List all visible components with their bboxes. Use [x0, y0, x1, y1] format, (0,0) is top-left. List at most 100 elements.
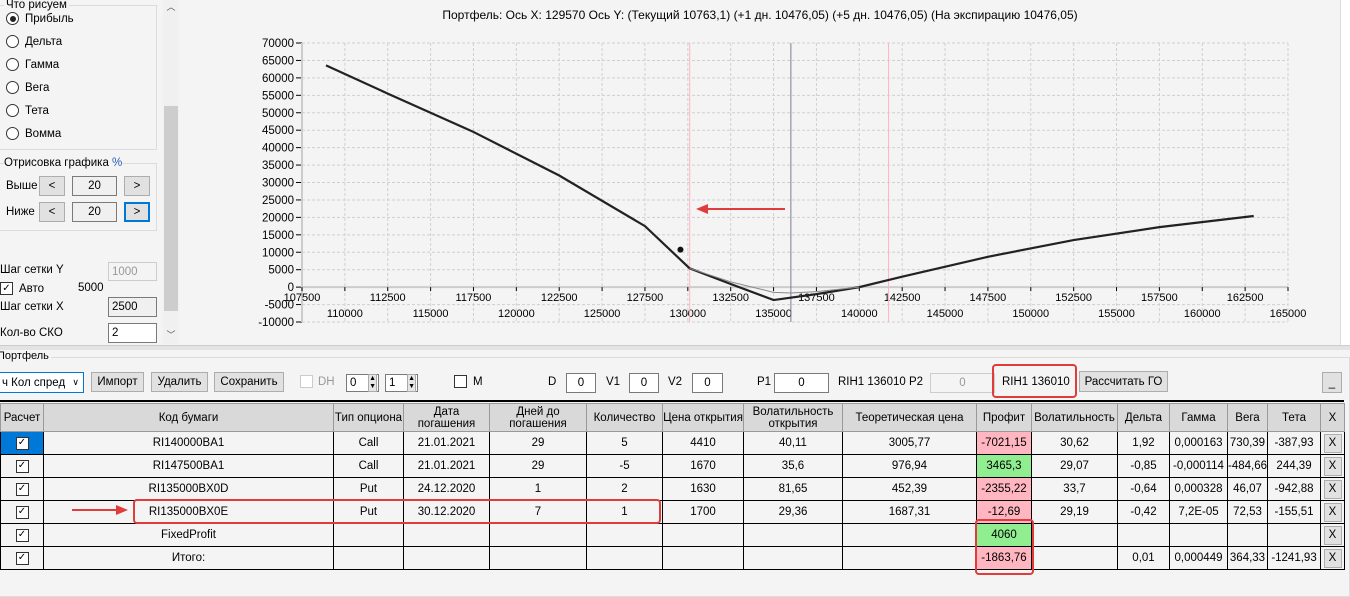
- calc-checkbox-cell[interactable]: ✓: [0, 431, 44, 455]
- delete-button[interactable]: Удалить: [151, 372, 208, 392]
- radio-3[interactable]: Вега: [6, 81, 49, 94]
- column-header[interactable]: Расчет: [0, 403, 44, 432]
- radio-2[interactable]: Гамма: [6, 58, 59, 71]
- column-header[interactable]: Вега: [1226, 403, 1269, 432]
- table-row[interactable]: ✓ RI140000BA1 Call 21.01.2021 29 5 4410 40,11 30…: [0, 431, 1346, 455]
- calc-checkbox-cell[interactable]: ✓: [0, 477, 44, 501]
- d-input[interactable]: 0: [566, 373, 596, 393]
- below-increase-button[interactable]: >: [124, 202, 150, 222]
- cell-theta: -155,51: [1267, 500, 1322, 524]
- checkbox-icon[interactable]: ✓: [15, 436, 29, 450]
- cell-open: [662, 523, 744, 547]
- radio-4[interactable]: Тета: [6, 104, 49, 117]
- import-button[interactable]: Импорт: [91, 372, 144, 392]
- checkbox-icon[interactable]: ✓: [15, 482, 29, 496]
- p1-input[interactable]: 0: [774, 373, 829, 393]
- column-header[interactable]: Дельта: [1117, 403, 1170, 432]
- remove-row-button[interactable]: X: [1323, 525, 1342, 545]
- below-decrease-button[interactable]: <: [39, 202, 65, 222]
- column-header[interactable]: Тип опциона: [333, 403, 404, 432]
- cell-delta: -0,42: [1117, 500, 1170, 524]
- calc-checkbox-cell[interactable]: ✓: [0, 500, 44, 524]
- p2-input[interactable]: 0: [930, 373, 995, 393]
- auto-checkbox[interactable]: ✓ Авто: [0, 282, 44, 295]
- column-header[interactable]: Тета: [1267, 403, 1322, 432]
- dh-checkbox[interactable]: DH: [300, 375, 335, 388]
- below-value[interactable]: 20: [72, 202, 117, 222]
- percent-label: %: [112, 157, 123, 169]
- column-header[interactable]: X: [1320, 403, 1346, 432]
- positions-table: Расчет Код бумаги Тип опциона Дата погашени…: [0, 403, 1346, 570]
- sko-input[interactable]: 2: [108, 323, 157, 343]
- grid-y-input[interactable]: 1000: [108, 262, 157, 281]
- cell-gamma: 7,2E-05: [1169, 500, 1228, 524]
- table-row[interactable]: ✓ RI135000BX0E Put 30.12.2020 7 1 1700 29,36 168…: [0, 500, 1346, 524]
- x-tick-label: 115000: [413, 308, 449, 320]
- table-row[interactable]: ✓ FixedProfit 4060 X: [0, 523, 1346, 547]
- grid-x-input[interactable]: 2500: [108, 297, 157, 317]
- remove-row-button[interactable]: X: [1323, 456, 1342, 476]
- scroll-down-icon[interactable]: ﹀: [166, 330, 176, 340]
- checkbox-icon[interactable]: ✓: [15, 505, 29, 519]
- strategy-select[interactable]: ч Кол спред ∨: [0, 372, 84, 393]
- checkbox-icon[interactable]: ✓: [15, 551, 29, 565]
- remove-cell: X: [1320, 454, 1346, 478]
- above-value[interactable]: 20: [72, 176, 117, 196]
- calc-checkbox-cell[interactable]: ✓: [0, 523, 44, 547]
- above-decrease-button[interactable]: <: [39, 176, 65, 196]
- cell-open: [662, 546, 744, 570]
- p1-label: P1: [757, 376, 772, 388]
- spin-arrows-icon[interactable]: ▲ ▼: [368, 374, 377, 392]
- d-label: D: [548, 376, 557, 388]
- chart-edge: [1340, 0, 1350, 345]
- profit-chart[interactable]: -10000-500005000100001500020000250003000…: [0, 0, 1350, 345]
- remove-row-button[interactable]: X: [1323, 433, 1342, 453]
- column-header[interactable]: Дней до погашения: [489, 403, 587, 432]
- column-header[interactable]: Гамма: [1169, 403, 1228, 432]
- checkbox-icon[interactable]: ✓: [15, 459, 29, 473]
- left-scrollbar[interactable]: ︿ ﹀: [163, 0, 179, 344]
- minimize-button[interactable]: _: [1322, 372, 1342, 393]
- column-header[interactable]: Код бумаги: [43, 403, 334, 432]
- column-header[interactable]: Количество: [586, 403, 663, 432]
- radio-0[interactable]: Прибыль: [6, 12, 74, 25]
- y-tick-label: 25000: [262, 195, 294, 207]
- highlight-p2-info: [992, 364, 1077, 398]
- calc-checkbox-cell[interactable]: ✓: [0, 546, 44, 570]
- radio-1[interactable]: Дельта: [6, 35, 62, 48]
- x-tick-label: 160000: [1184, 308, 1221, 320]
- radio-icon: [6, 58, 19, 71]
- m-checkbox[interactable]: M: [454, 375, 483, 388]
- splitter[interactable]: [0, 345, 1350, 350]
- column-header[interactable]: Профит: [976, 403, 1032, 432]
- remove-row-button[interactable]: X: [1323, 502, 1342, 522]
- cell-vol_open: 81,65: [743, 477, 843, 501]
- calc-go-button[interactable]: Рассчитать ГО: [1079, 371, 1168, 392]
- table-row[interactable]: ✓ Итого: -1863,76 0,01 0,000449 364,33 -1241,9…: [0, 546, 1346, 570]
- save-button[interactable]: Сохранить: [214, 372, 284, 392]
- y-tick-label: 45000: [262, 125, 294, 137]
- scroll-up-icon[interactable]: ︿: [166, 2, 176, 12]
- v2-input[interactable]: 0: [692, 373, 723, 393]
- column-header[interactable]: Дата погашения: [403, 403, 490, 432]
- spin1[interactable]: 0 ▲ ▼: [346, 374, 379, 392]
- checkbox-icon[interactable]: ✓: [15, 528, 29, 542]
- radio-5[interactable]: Вомма: [6, 127, 61, 140]
- table-row[interactable]: ✓ RI147500BA1 Call 21.01.2021 29 -5 1670 35,6 97…: [0, 454, 1346, 478]
- scroll-thumb[interactable]: [164, 106, 178, 311]
- column-header[interactable]: Теоретическая цена: [842, 403, 977, 432]
- spin-arrows-icon[interactable]: ▲ ▼: [407, 374, 416, 392]
- column-header[interactable]: Волатильность открытия: [743, 403, 843, 432]
- calc-checkbox-cell[interactable]: ✓: [0, 454, 44, 478]
- above-increase-button[interactable]: >: [124, 176, 150, 196]
- spin2[interactable]: 1 ▲ ▼: [385, 374, 418, 392]
- table-row[interactable]: ✓ RI135000BX0D Put 24.12.2020 1 2 1630 81,65 452…: [0, 477, 1346, 501]
- cell-vega: 72,53: [1226, 500, 1269, 524]
- remove-row-button[interactable]: X: [1323, 479, 1342, 499]
- column-header[interactable]: Волатильность: [1031, 403, 1118, 432]
- column-header[interactable]: Цена открытия: [662, 403, 744, 432]
- portfolio-title: Портфель: [0, 350, 51, 362]
- remove-row-button[interactable]: X: [1323, 548, 1342, 568]
- cell-qty: [586, 523, 663, 547]
- v1-input[interactable]: 0: [629, 373, 659, 393]
